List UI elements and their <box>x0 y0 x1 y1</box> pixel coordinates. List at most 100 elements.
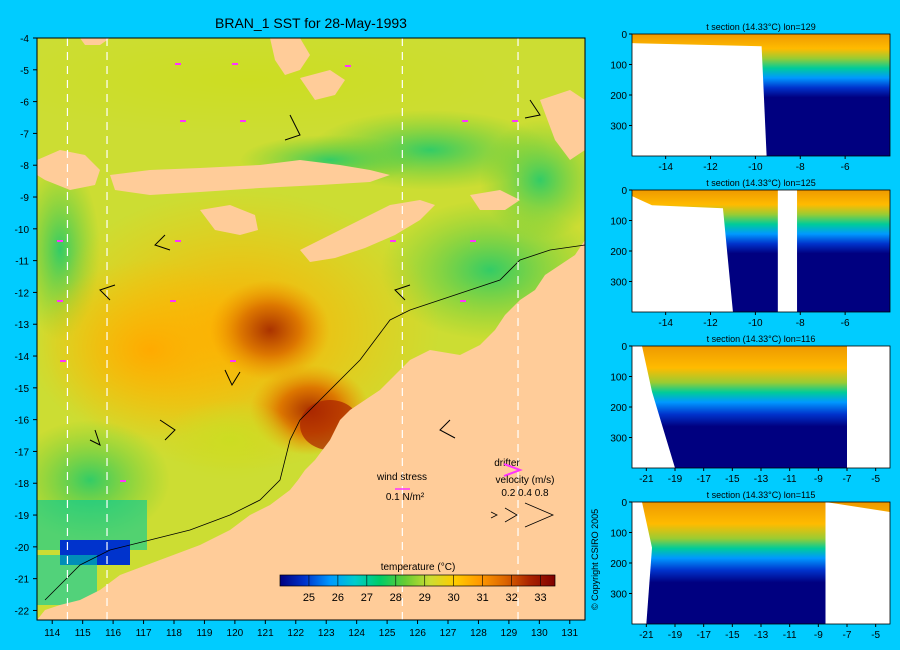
lat-tick-label: -22 <box>15 606 30 617</box>
colorbar-ticks: 25 26 27 28 29 30 31 32 33 <box>303 575 547 604</box>
section-nodata-gap <box>777 190 798 312</box>
section-panel-4: t section (14.33°C) lon=115 0 100 200 300 -21… <box>610 490 891 641</box>
lat-tick-label: -18 <box>15 479 30 490</box>
lon-tick-label: 126 <box>409 628 426 639</box>
wind-stress-arrows <box>89 99 541 446</box>
section-x-label: -19 <box>668 630 683 641</box>
section-x-label: -10 <box>748 162 763 173</box>
section-x-label: -13 <box>754 474 769 485</box>
lon-tick-label: 120 <box>227 628 244 639</box>
lat-tick-label: -16 <box>15 416 30 427</box>
section-nodata <box>632 502 652 624</box>
lat-tick-label: -10 <box>15 225 30 236</box>
lat-tick-label: -11 <box>15 257 29 268</box>
colorbar-tick-label: 25 <box>303 592 315 604</box>
lat-tick-label: -13 <box>15 320 30 331</box>
section-y-label: 0 <box>621 186 627 197</box>
colorbar <box>279 574 556 587</box>
lat-tick-label: -6 <box>20 98 29 109</box>
sumbawa-flores-islands <box>110 160 390 195</box>
section-y-label: 100 <box>610 373 627 384</box>
section-panel-1: t section (14.33°C) lon=129 0 100 200 300 -14… <box>610 22 891 173</box>
lon-tick-label: 115 <box>75 628 91 639</box>
section-panel-3: t section (14.33°C) lon=116 0 100 200 300 -21… <box>610 334 891 485</box>
wind-stress-label: wind stress <box>376 472 427 483</box>
australia-land <box>37 240 585 620</box>
sumba-island <box>200 205 258 235</box>
map-frame <box>36 37 586 621</box>
section-x-label: -17 <box>696 630 711 641</box>
section-y-label: 100 <box>610 217 627 228</box>
lon-tick-label: 119 <box>196 628 212 639</box>
lon-tick-label: 124 <box>348 628 365 639</box>
sections: t section (14.33°C) lon=129 0 100 200 300 -14… <box>610 22 891 641</box>
lon-tick-label: 127 <box>440 628 457 639</box>
section-nodata <box>632 43 767 156</box>
section-y-label: 0 <box>621 30 627 41</box>
sulawesi-islands <box>270 38 310 75</box>
section-title: t section (14.33°C) lon=129 <box>706 22 815 32</box>
lon-tick-label: 117 <box>136 628 152 639</box>
southwest-islands <box>470 190 520 210</box>
banda-islands <box>540 90 585 160</box>
colorbar-tick-label: 27 <box>361 592 373 604</box>
java-bali-islands <box>37 150 100 190</box>
lat-tick-label: -20 <box>15 543 30 554</box>
section-x-label: -15 <box>725 474 740 485</box>
section-x-label: -9 <box>814 474 823 485</box>
lon-tick-label: 129 <box>501 628 518 639</box>
section-y-label: 200 <box>610 403 627 414</box>
section-x-label: -6 <box>841 162 850 173</box>
section-x-label: -15 <box>725 630 740 641</box>
sst-map <box>37 38 585 620</box>
drifter-icon <box>503 463 523 477</box>
lon-tick-label: 130 <box>531 628 548 639</box>
section-y-label: 300 <box>610 434 627 445</box>
colorbar-tick-label: 28 <box>390 592 402 604</box>
section-y-label: 300 <box>610 122 627 133</box>
drifter-label: drifter <box>494 458 520 469</box>
section-panel-2: t section (14.33°C) lon=125 0 100 200 300 -14… <box>610 178 891 329</box>
flores-islands <box>300 70 345 100</box>
section-y-label: 200 <box>610 247 627 258</box>
copyright: © Copyright CSIRO 2005 <box>590 509 600 610</box>
section-x-label: -13 <box>754 630 769 641</box>
section-x-label: -9 <box>814 630 823 641</box>
section-x-label: -7 <box>843 474 852 485</box>
section-x-label: -5 <box>871 474 880 485</box>
section-x-label: -14 <box>658 318 673 329</box>
section-y-label: 200 <box>610 559 627 570</box>
section-title: t section (14.33°C) lon=116 <box>707 334 816 344</box>
section-x-label: -21 <box>639 630 654 641</box>
section-nodata <box>632 346 675 468</box>
colorbar-tick-label: 29 <box>419 592 431 604</box>
north-land <box>80 38 110 45</box>
lon-tick-label: 121 <box>257 628 274 639</box>
section-x-label: -8 <box>796 318 805 329</box>
section-y-label: 100 <box>610 529 627 540</box>
lon-tick-label: 116 <box>105 628 121 639</box>
colorbar-tick-label: 33 <box>534 592 546 604</box>
colorbar-tick-label: 30 <box>448 592 460 604</box>
map-title: BRAN_1 SST for 28-May-1993 <box>215 15 407 31</box>
section-y-label: 0 <box>621 498 627 509</box>
section-x-label: -7 <box>843 630 852 641</box>
lat-tick-label: -19 <box>15 511 30 522</box>
timor-island <box>300 200 435 262</box>
velocity-label: velocity (m/s) <box>496 475 555 486</box>
section-x-label: -11 <box>783 474 797 485</box>
section-x-label: -5 <box>871 630 880 641</box>
lat-tick-label: -8 <box>20 161 29 172</box>
section-x-label: -12 <box>703 318 718 329</box>
section-y-label: 200 <box>610 91 627 102</box>
lat-tick-label: -7 <box>20 129 29 140</box>
lat-tick-label: -15 <box>15 384 30 395</box>
drifter-markers <box>57 63 518 482</box>
section-title: t section (14.33°C) lon=125 <box>706 178 815 188</box>
lon-tick-label: 114 <box>44 628 60 639</box>
section-y-label: 300 <box>610 278 627 289</box>
section-x-label: -17 <box>696 474 711 485</box>
velocity-arrows-icon <box>490 502 555 528</box>
section-x-label: -11 <box>783 630 797 641</box>
